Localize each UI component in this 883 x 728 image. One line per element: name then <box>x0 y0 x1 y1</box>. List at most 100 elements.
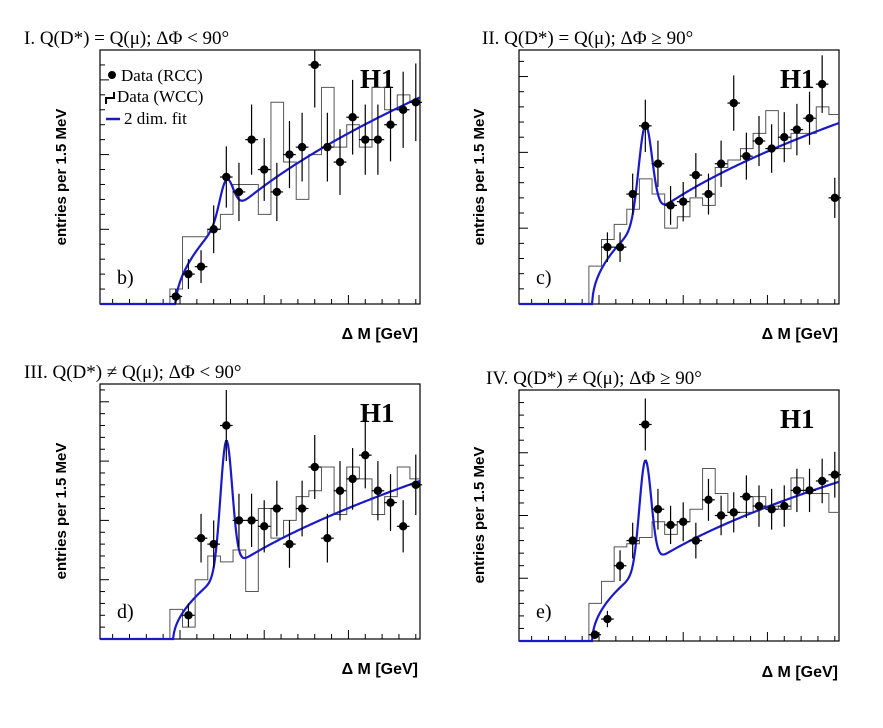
legend-fit-label: 2 dim. fit <box>124 109 187 128</box>
data-point <box>805 486 814 495</box>
panel-e-letter: e) <box>536 601 552 623</box>
data-point <box>260 522 269 531</box>
wcc-histogram-line <box>169 466 420 639</box>
data-point <box>323 142 332 152</box>
panel-b-ylabel: entries per 1.5 MeV <box>53 109 70 246</box>
legend-wcc-marker <box>105 92 115 104</box>
panel-d-xlabel: Δ M [GeV] <box>342 661 418 678</box>
data-point <box>666 520 675 530</box>
data-point <box>792 486 802 495</box>
data-point <box>628 536 637 545</box>
data-point <box>348 113 357 122</box>
data-point <box>742 492 751 501</box>
data-point <box>310 60 319 70</box>
data-point <box>184 611 193 620</box>
data-point <box>805 114 814 123</box>
data-point <box>335 486 345 495</box>
data-point <box>767 505 776 514</box>
data-point <box>272 187 282 197</box>
panel-e-title: IV. Q(D*) ≠ Q(μ); ΔΦ ≥ 90° <box>486 368 702 389</box>
data-point <box>361 135 370 144</box>
data-point <box>817 476 827 486</box>
data-point <box>615 242 625 252</box>
data-point <box>247 516 256 525</box>
data-point <box>373 135 383 144</box>
data-point <box>830 193 839 203</box>
data-point <box>653 159 663 168</box>
data-point <box>386 120 395 129</box>
data-point <box>729 508 738 517</box>
data-point <box>666 201 675 210</box>
data-point <box>615 561 625 570</box>
data-point <box>398 522 408 531</box>
data-point <box>361 450 370 460</box>
data-point <box>297 504 307 513</box>
panel-c-letter: c) <box>536 267 552 289</box>
panel-b-title: I. Q(D*) = Q(μ); ΔΦ < 90° <box>24 28 229 49</box>
data-point <box>830 470 839 479</box>
data-point <box>704 189 713 199</box>
data-point <box>222 172 231 182</box>
panel-e-h1-label: H1 <box>780 404 815 434</box>
panel-e-ylabel: entries per 1.5 MeV <box>471 447 488 584</box>
data-point <box>729 98 738 108</box>
panel-c-xlabel: Δ M [GeV] <box>762 326 838 343</box>
data-point <box>196 533 206 543</box>
data-point <box>411 98 420 107</box>
panel-e-xlabel: Δ M [GeV] <box>762 664 838 681</box>
panel-b-letter: b) <box>117 267 134 289</box>
panel-d-title: III. Q(D*) ≠ Q(μ); ΔΦ < 90° <box>24 362 242 383</box>
data-point <box>691 170 701 180</box>
data-point <box>297 142 307 152</box>
data-point <box>234 516 244 525</box>
data-point <box>679 517 688 526</box>
data-point <box>260 165 269 174</box>
data-point <box>335 157 345 167</box>
panel-b-h1-label: H1 <box>360 64 395 94</box>
data-point <box>767 144 776 153</box>
data-point <box>641 420 650 429</box>
panel-d-letter: d) <box>117 601 134 623</box>
data-point <box>310 462 319 472</box>
data-point <box>398 105 408 114</box>
data-point <box>348 474 357 484</box>
data-point <box>716 511 726 520</box>
panel-e: IV. Q(D*) ≠ Q(μ); ΔΦ ≥ 90° entries per 1… <box>471 368 842 681</box>
wcc-histogram-line <box>588 467 839 641</box>
data-point <box>323 533 332 543</box>
data-point <box>196 262 206 271</box>
data-point <box>679 197 688 206</box>
data-point <box>272 504 282 513</box>
data-point <box>691 536 701 545</box>
panel-c-title: II. Q(D*) = Q(μ); ΔΦ ≥ 90° <box>482 28 693 49</box>
data-point <box>704 495 713 505</box>
data-point <box>754 501 764 511</box>
fit-curve-line <box>100 439 421 641</box>
panel-c-ylabel: entries per 1.5 MeV <box>471 109 488 246</box>
data-point <box>285 150 294 159</box>
data-point <box>285 539 294 549</box>
panel-b: I. Q(D*) = Q(μ); ΔΦ < 90° entries per 1.… <box>24 28 423 343</box>
data-point <box>792 125 802 134</box>
panel-c: II. Q(D*) = Q(μ); ΔΦ ≥ 90° entries per 1… <box>471 28 842 343</box>
panel-b-frame <box>99 49 421 305</box>
data-point <box>386 498 395 507</box>
fit-curve-line <box>519 459 840 643</box>
legend-wcc-label: Data (WCC) <box>117 87 203 106</box>
wcc-histogram-line <box>169 86 420 304</box>
data-point <box>780 132 789 142</box>
legend-rcc-marker <box>108 71 116 79</box>
data-point <box>754 136 764 146</box>
data-point <box>184 269 193 279</box>
data-point <box>653 505 663 514</box>
legend-rcc-label: Data (RCC) <box>121 66 203 85</box>
data-point <box>742 151 751 161</box>
data-point <box>247 135 256 144</box>
data-point <box>411 480 420 490</box>
panel-d: III. Q(D*) ≠ Q(μ); ΔΦ < 90° entries per … <box>24 362 423 678</box>
panel-c-frame <box>518 49 840 305</box>
panel-c-h1-label: H1 <box>780 64 815 94</box>
data-point <box>234 187 244 197</box>
data-point <box>780 501 789 511</box>
